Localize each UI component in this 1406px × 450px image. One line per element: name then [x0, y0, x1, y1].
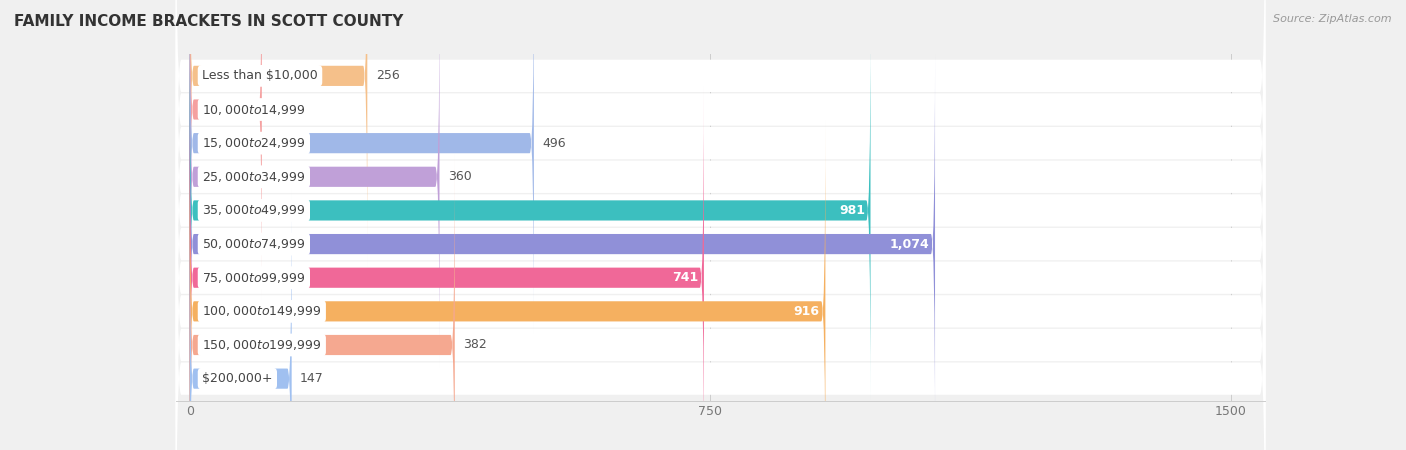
FancyBboxPatch shape: [176, 25, 1265, 450]
FancyBboxPatch shape: [190, 19, 870, 402]
Text: $100,000 to $149,999: $100,000 to $149,999: [202, 304, 322, 318]
Text: 147: 147: [299, 372, 323, 385]
FancyBboxPatch shape: [176, 0, 1265, 363]
FancyBboxPatch shape: [176, 126, 1265, 450]
Text: 256: 256: [375, 69, 399, 82]
Text: 741: 741: [672, 271, 699, 284]
FancyBboxPatch shape: [176, 0, 1265, 450]
FancyBboxPatch shape: [190, 0, 440, 369]
Text: Source: ZipAtlas.com: Source: ZipAtlas.com: [1274, 14, 1392, 23]
Text: $10,000 to $14,999: $10,000 to $14,999: [202, 103, 305, 117]
Text: $150,000 to $199,999: $150,000 to $199,999: [202, 338, 322, 352]
Text: 496: 496: [543, 137, 565, 150]
FancyBboxPatch shape: [190, 86, 704, 450]
Text: FAMILY INCOME BRACKETS IN SCOTT COUNTY: FAMILY INCOME BRACKETS IN SCOTT COUNTY: [14, 14, 404, 28]
Text: $25,000 to $34,999: $25,000 to $34,999: [202, 170, 305, 184]
Text: 981: 981: [839, 204, 865, 217]
FancyBboxPatch shape: [176, 0, 1265, 430]
Text: 104: 104: [270, 103, 294, 116]
FancyBboxPatch shape: [176, 0, 1265, 396]
Text: $200,000+: $200,000+: [202, 372, 273, 385]
FancyBboxPatch shape: [190, 0, 367, 268]
Text: Less than $10,000: Less than $10,000: [202, 69, 318, 82]
FancyBboxPatch shape: [190, 120, 825, 450]
FancyBboxPatch shape: [190, 0, 262, 301]
Text: $50,000 to $74,999: $50,000 to $74,999: [202, 237, 305, 251]
FancyBboxPatch shape: [190, 187, 291, 450]
FancyBboxPatch shape: [176, 0, 1265, 450]
Text: $75,000 to $99,999: $75,000 to $99,999: [202, 271, 305, 285]
Text: 1,074: 1,074: [890, 238, 929, 251]
FancyBboxPatch shape: [190, 0, 534, 335]
Text: 360: 360: [449, 170, 471, 183]
FancyBboxPatch shape: [190, 153, 454, 450]
Text: $15,000 to $24,999: $15,000 to $24,999: [202, 136, 305, 150]
FancyBboxPatch shape: [176, 92, 1265, 450]
FancyBboxPatch shape: [176, 0, 1265, 329]
Text: $35,000 to $49,999: $35,000 to $49,999: [202, 203, 305, 217]
FancyBboxPatch shape: [190, 52, 935, 436]
Text: 916: 916: [794, 305, 820, 318]
Text: 382: 382: [463, 338, 486, 351]
FancyBboxPatch shape: [176, 58, 1265, 450]
